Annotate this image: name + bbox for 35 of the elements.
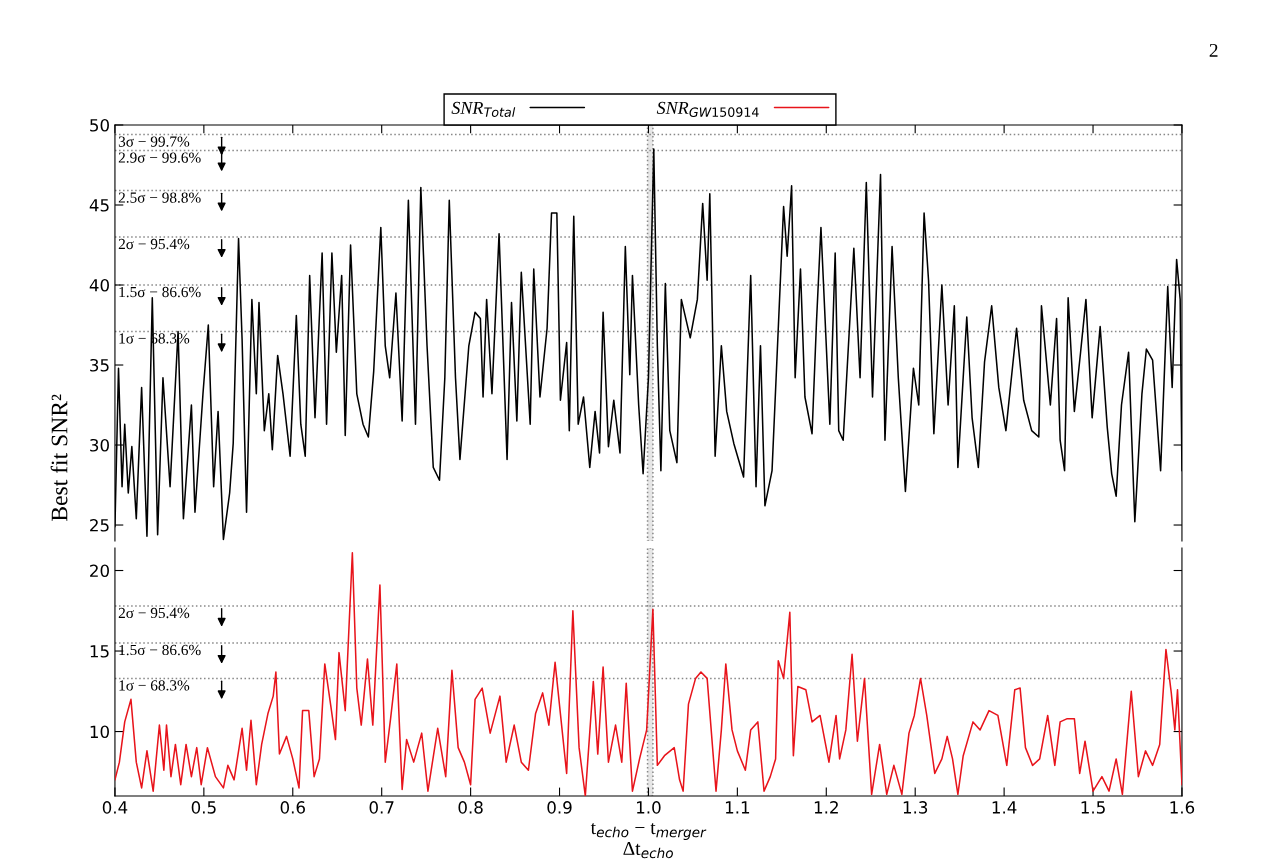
x-tick-label: 1.1 xyxy=(725,801,750,814)
y-tick-label: 30 xyxy=(90,438,109,452)
x-tick-label: 0.7 xyxy=(369,801,394,814)
legend-label: SNR$_{Total}$ xyxy=(451,101,516,117)
legend-label: SNR$_{GW150914}$ xyxy=(656,101,759,117)
y-tick-label: 15 xyxy=(90,645,109,658)
ref-line-label: 2σ − 95.4% xyxy=(118,607,190,619)
x-tick-label: 0.4 xyxy=(102,801,128,814)
ref-line-label: 2.9σ − 99.6% xyxy=(118,152,201,163)
y-axis-title: Best fit SNR² xyxy=(50,394,68,522)
x-tick-label: 1.5 xyxy=(1081,801,1105,814)
y-tick-label: 40 xyxy=(89,278,109,292)
x-tick-label: 1.6 xyxy=(1170,801,1195,814)
x-tick-label: 0.5 xyxy=(191,801,216,814)
ref-line-label: 1.5σ − 86.6% xyxy=(119,286,201,298)
ref-line-label: 2σ − 95.4% xyxy=(118,238,190,250)
x-tick-label: 1.3 xyxy=(903,801,928,814)
ref-line-label: 1.5σ − 86.6% xyxy=(119,644,201,656)
x-tick-label: 0.6 xyxy=(280,801,305,814)
x-axis-title: t$_{echo}$ − t$_{merger}$ Δt$_{echo}$ xyxy=(590,823,707,859)
x-tick-label: 1.0 xyxy=(637,801,661,814)
y-tick-label: 20 xyxy=(90,564,109,578)
x-tick-label: 1.2 xyxy=(814,801,838,814)
y-tick-label: 50 xyxy=(90,118,109,132)
x-tick-label: 1.4 xyxy=(992,801,1017,814)
ref-line-label: 3σ − 99.7% xyxy=(118,136,190,147)
ref-line-label: 2.5σ − 98.8% xyxy=(118,192,201,203)
x-tick-label: 0.8 xyxy=(458,801,483,814)
y-tick-label: 35 xyxy=(90,358,109,372)
y-tick-label: 25 xyxy=(90,518,109,532)
y-tick-label: 45 xyxy=(89,199,109,212)
x-tick-label: 0.9 xyxy=(547,801,572,814)
y-tick-label: 10 xyxy=(90,725,109,739)
ref-line-label: 1σ − 68.3% xyxy=(119,680,190,691)
text: 2 xyxy=(1209,43,1218,57)
